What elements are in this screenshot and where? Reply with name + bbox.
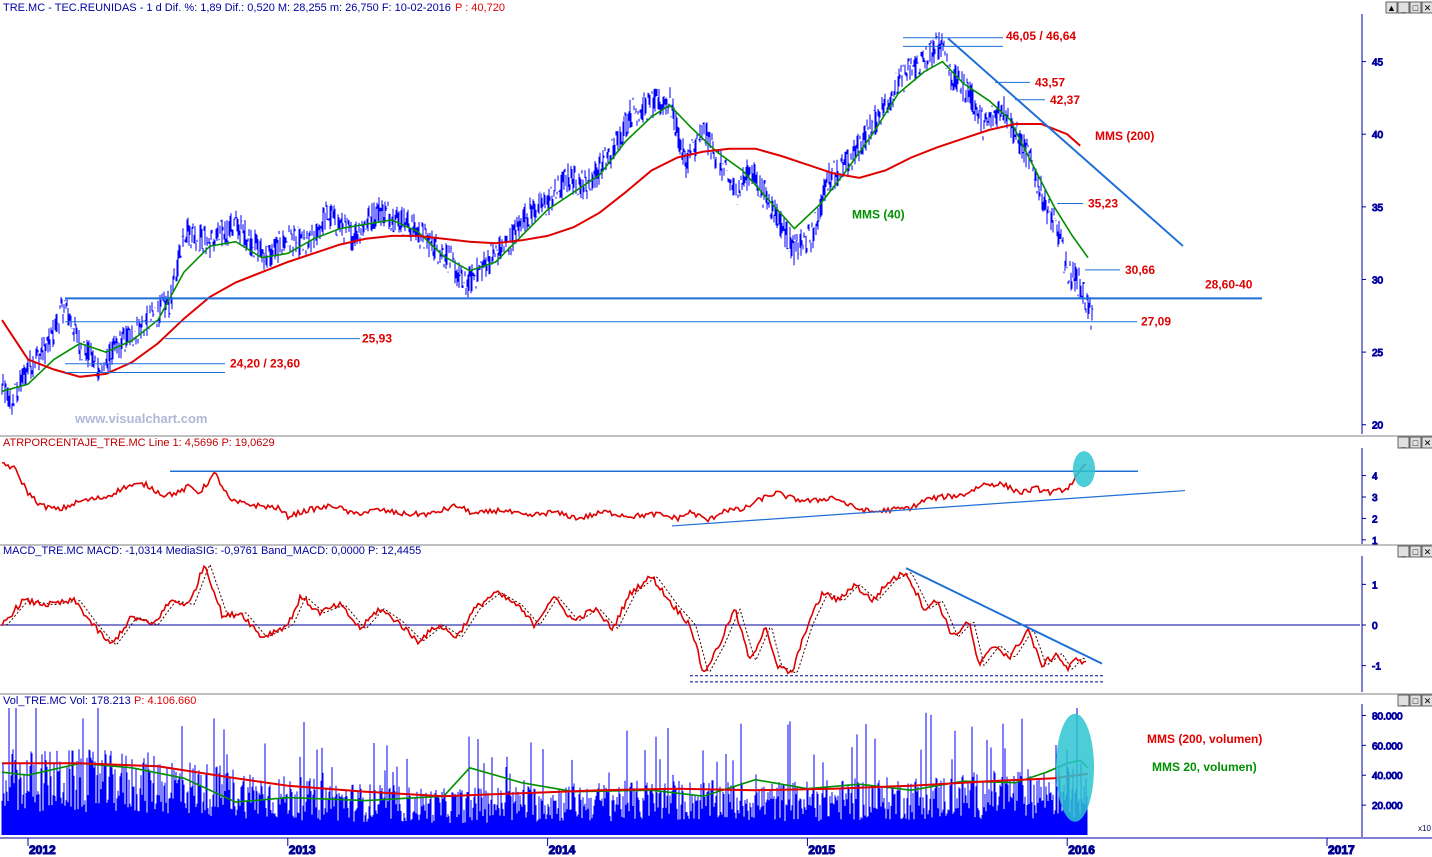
minimize-button[interactable]: _	[1397, 436, 1410, 449]
y-tick-label: 1	[1372, 536, 1378, 547]
close-button-frame[interactable]	[1421, 694, 1432, 707]
minimize-button[interactable]: _	[1397, 1, 1410, 14]
vol-header: Vol_TRE.MC Vol: 178.213	[3, 695, 131, 707]
close-button[interactable]: ✕	[1421, 436, 1432, 449]
mms40-series-line	[1, 60, 1089, 393]
close-button-frame[interactable]	[1421, 545, 1432, 558]
close-button-glyph: ✕	[1424, 547, 1432, 557]
watermark: www.visualchart.com	[74, 411, 207, 426]
vol-mms200-label: MMS (200, volumen)	[1147, 732, 1262, 746]
atr-series-line	[1, 461, 1087, 524]
mms200-series-line	[1, 123, 1081, 378]
macd-signal-line	[2, 563, 1087, 674]
x-tick-label: 2015	[808, 843, 835, 857]
label-3066: 30,66	[1125, 263, 1155, 277]
maximize-button-frame[interactable]	[1409, 694, 1422, 707]
minimize-button-frame[interactable]	[1397, 436, 1410, 449]
scroll-up-button-frame[interactable]	[1385, 1, 1398, 14]
vol-mms20-label: MMS 20, volumen)	[1152, 760, 1257, 774]
close-button-frame[interactable]	[1421, 1, 1432, 14]
y-tick-label: 35	[1372, 203, 1384, 214]
maximize-button-frame[interactable]	[1409, 436, 1422, 449]
maximize-button[interactable]: □	[1409, 436, 1422, 449]
x-tick-label: 2013	[289, 843, 316, 857]
y-tick-label: 60.000	[1372, 741, 1403, 752]
price-header-p: P : 40,720	[455, 2, 505, 14]
volume-highlight-ellipse	[1056, 713, 1094, 822]
price-series-bars	[1, 32, 1094, 415]
y-tick-label: 4	[1372, 472, 1378, 483]
close-button-frame[interactable]	[1421, 436, 1432, 449]
minimize-button-glyph: _	[1400, 438, 1407, 448]
price-header: TRE.MC - TEC.REUNIDAS - 1 d Dif. %: 1,89…	[3, 2, 451, 14]
macd-header: MACD_TRE.MC MACD: -1,0314 MediaSIG: -0,9…	[3, 545, 421, 557]
close-button[interactable]: ✕	[1421, 1, 1432, 14]
maximize-button-frame[interactable]	[1409, 545, 1422, 558]
minimize-button[interactable]: _	[1397, 694, 1410, 707]
volume-bars	[1, 708, 1088, 835]
label-2420: 24,20 / 23,60	[230, 357, 300, 371]
maximize-button-glyph: □	[1413, 438, 1419, 448]
maximize-button[interactable]: □	[1409, 1, 1422, 14]
minimize-button-frame[interactable]	[1397, 545, 1410, 558]
label-4237: 42,37	[1050, 93, 1080, 107]
y-tick-label: 2	[1372, 514, 1378, 525]
y-tick-label: -1	[1372, 662, 1381, 673]
y-tick-label: 20.000	[1372, 801, 1403, 812]
label-3523: 35,23	[1088, 197, 1118, 211]
y-tick-label: 1	[1372, 580, 1378, 591]
y-tick-label: 40	[1372, 130, 1384, 141]
close-button[interactable]: ✕	[1421, 545, 1432, 558]
label-2593: 25,93	[362, 332, 392, 346]
scroll-up-button[interactable]: ▲	[1385, 1, 1398, 14]
minimize-button-glyph: _	[1400, 3, 1407, 13]
mms40-label: MMS (40)	[852, 207, 905, 221]
x-tick-label: 2012	[29, 843, 56, 857]
atr-trendline	[671, 489, 1186, 527]
close-button-glyph: ✕	[1424, 3, 1432, 13]
macd-series-line	[1, 564, 1087, 675]
mms200-label: MMS (200)	[1095, 129, 1154, 143]
atr-highlight-ellipse	[1073, 451, 1095, 488]
y-tick-label: 25	[1372, 348, 1384, 359]
minimize-button-frame[interactable]	[1397, 1, 1410, 14]
downtrend-line	[947, 37, 1184, 247]
y-tick-label: 45	[1372, 58, 1384, 69]
maximize-button-glyph: □	[1413, 3, 1419, 13]
vol-scale-x10: x10	[1418, 824, 1431, 833]
x-tick-label: 2016	[1068, 843, 1095, 857]
minimize-button-frame[interactable]	[1397, 694, 1410, 707]
y-tick-label: 80.000	[1372, 711, 1403, 722]
maximize-button-glyph: □	[1413, 696, 1419, 706]
y-tick-label: 3	[1372, 493, 1378, 504]
maximize-button[interactable]: □	[1409, 694, 1422, 707]
y-tick-label: 20	[1372, 421, 1384, 432]
close-button[interactable]: ✕	[1421, 694, 1432, 707]
vol-header-p: P: 4.106.660	[134, 695, 196, 707]
label-2860: 28,60-40	[1205, 277, 1253, 291]
minimize-button[interactable]: _	[1397, 545, 1410, 558]
x-tick-label: 2017	[1328, 843, 1355, 857]
close-button-glyph: ✕	[1424, 696, 1432, 706]
close-button-glyph: ✕	[1424, 438, 1432, 448]
y-tick-label: 30	[1372, 275, 1384, 286]
y-tick-label: 40.000	[1372, 771, 1403, 782]
macd-downtrend-line	[905, 567, 1103, 665]
scroll-up-button-glyph: ▲	[1387, 3, 1396, 13]
maximize-button-glyph: □	[1413, 547, 1419, 557]
vol-mms200-series-line	[2, 762, 1089, 798]
label-2709: 27,09	[1141, 315, 1171, 329]
minimize-button-glyph: _	[1400, 547, 1407, 557]
maximize-button[interactable]: □	[1409, 545, 1422, 558]
atr-header: ATRPORCENTAJE_TRE.MC Line 1: 4,5696 P: 1…	[3, 437, 275, 449]
label-46: 46,05 / 46,64	[1006, 29, 1076, 43]
y-tick-label: 0	[1372, 621, 1378, 632]
label-4357: 43,57	[1035, 75, 1065, 89]
x-tick-label: 2014	[549, 843, 576, 857]
minimize-button-glyph: _	[1400, 696, 1407, 706]
maximize-button-frame[interactable]	[1409, 1, 1422, 14]
